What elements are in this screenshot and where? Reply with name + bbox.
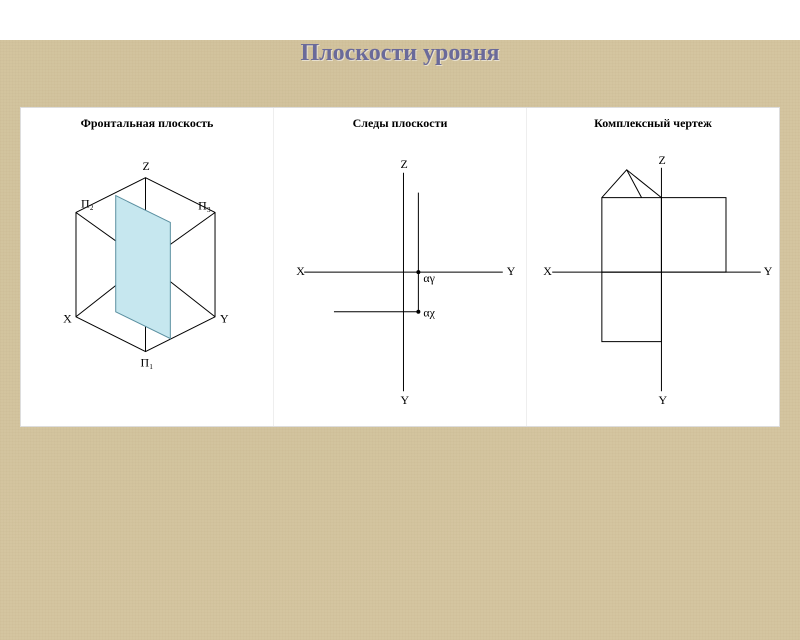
label-x: X — [543, 264, 552, 278]
panel-complex-title: Комплексный чертеж — [527, 116, 779, 131]
label-alpha1: αγ — [423, 271, 435, 285]
label-yb: Y — [400, 393, 409, 407]
label-y: Y — [764, 264, 773, 278]
label-p2: П₂ — [81, 197, 94, 211]
label-z: Z — [658, 153, 665, 167]
label-yb: Y — [658, 393, 667, 407]
label-p3: П₃ — [198, 199, 211, 213]
label-p1: П₁ — [141, 355, 154, 369]
label-alpha2: αχ — [423, 306, 435, 320]
label-y: Y — [507, 264, 516, 278]
panel-complex: Комплексный чертеж Z X Y Y — [527, 108, 779, 426]
label-y: Y — [220, 312, 229, 326]
panel-traces-title: Следы плоскости — [274, 116, 526, 131]
panel-complex-svg: Z X Y Y — [527, 138, 779, 426]
panel-frontal: Фронтальная плоскость Z X Y П₂ П₃ — [21, 108, 274, 426]
panel-frontal-title: Фронтальная плоскость — [21, 116, 273, 131]
diagram-container: Фронтальная плоскость Z X Y П₂ П₃ — [20, 107, 780, 427]
page-title: Плоскости уровня — [0, 40, 800, 67]
panel-traces: Следы плоскости Z X — [274, 108, 527, 426]
panel-frontal-svg: Z X Y П₂ П₃ П₁ — [21, 138, 273, 426]
label-z: Z — [400, 157, 407, 171]
label-x: X — [296, 264, 305, 278]
label-x: X — [63, 312, 72, 326]
panel-traces-svg: Z X Y Y αγ αχ — [274, 138, 526, 426]
label-z: Z — [143, 159, 150, 173]
